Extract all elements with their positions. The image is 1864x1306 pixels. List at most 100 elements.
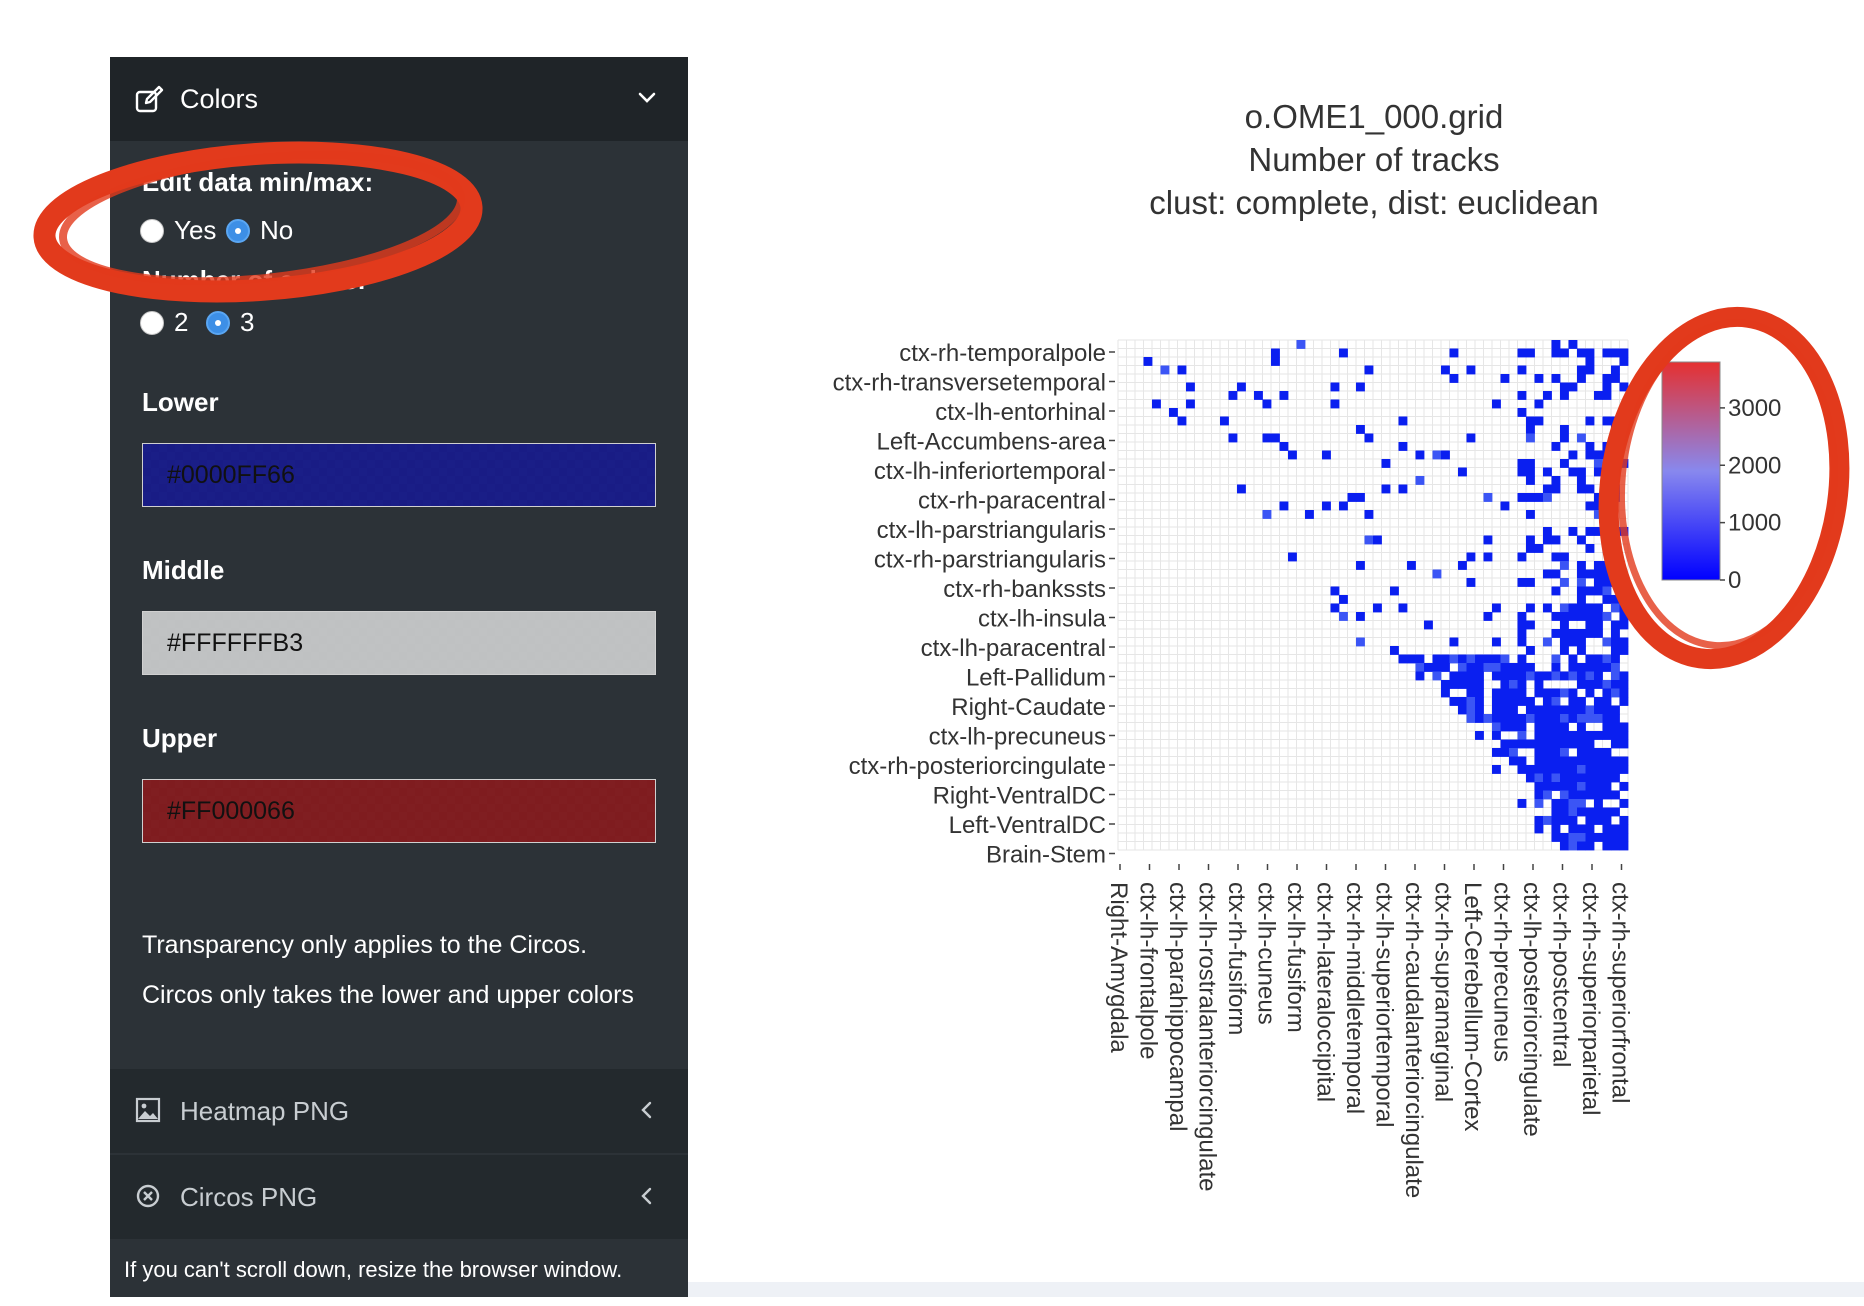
heatmap-cell <box>1543 527 1552 536</box>
heatmap-cell <box>1551 714 1561 723</box>
heatmap-cell <box>1611 365 1620 375</box>
radio-2-label: 2 <box>174 307 189 337</box>
heatmap-cell <box>1356 382 1365 392</box>
heatmap-cell <box>1602 756 1612 766</box>
heatmap-cell <box>1543 603 1552 613</box>
heatmap-cell <box>1619 416 1629 426</box>
middle-color-label: Middle <box>142 555 225 585</box>
x-tick-label: ctx-rh-superiorparietal <box>1577 882 1604 1115</box>
heatmap-cell <box>1551 722 1561 732</box>
circle-x-icon <box>136 1184 160 1208</box>
colorbar: 0 1000 2000 3000 <box>1661 361 1781 594</box>
heatmap-cell <box>1577 595 1586 604</box>
heatmap-cell <box>1517 637 1527 647</box>
heatmap-cell <box>1611 374 1620 383</box>
heatmap-cell <box>1373 535 1382 545</box>
heatmap-cell <box>1594 493 1603 502</box>
heatmap-cell <box>1585 841 1595 851</box>
heatmap-cell <box>1611 348 1620 358</box>
heatmap-cell <box>1611 714 1620 723</box>
heatmap-cell <box>1305 510 1314 519</box>
heatmap-cell <box>1594 782 1603 791</box>
heatmap-cell <box>1594 671 1603 681</box>
heatmap-cell <box>1390 586 1399 596</box>
heatmap-cell <box>1381 484 1391 494</box>
heatmap-cell <box>1441 663 1450 672</box>
heatmap-cell <box>1543 391 1552 400</box>
heatmap-cell <box>1364 535 1374 545</box>
heatmap-cell <box>1577 348 1586 358</box>
main-panel-bottom-edge <box>688 1282 1864 1297</box>
heatmap-cell <box>1475 697 1484 706</box>
heatmap-cell <box>1483 654 1493 664</box>
heatmap-cell <box>1594 799 1603 808</box>
heatmap-cell <box>1220 416 1229 426</box>
heatmap-cell <box>1492 697 1501 706</box>
lower-color-input[interactable]: #0000FF66 <box>142 443 656 507</box>
heatmap-cell <box>1526 425 1535 434</box>
heatmap-cell <box>1526 705 1535 715</box>
heatmap-cell <box>1611 833 1620 842</box>
heatmap-cell <box>1509 714 1518 723</box>
heatmap-cell <box>1492 603 1501 613</box>
heatmap-cell <box>1509 748 1518 757</box>
x-tick-label: ctx-lh-frontalpole <box>1135 882 1162 1059</box>
heatmap-cell <box>1585 442 1595 451</box>
heatmap-cell <box>1483 493 1493 502</box>
heatmap-cell <box>1619 586 1629 596</box>
heatmap-cell <box>1551 739 1561 749</box>
heatmap-cell <box>1611 484 1620 494</box>
heatmap-cell <box>1585 450 1595 460</box>
upper-color-input[interactable]: #FF000066 <box>142 779 656 843</box>
radio-3-colors[interactable] <box>206 311 230 335</box>
heatmap-cell <box>1560 739 1569 749</box>
heatmap-cell <box>1594 680 1603 689</box>
heatmap-cell <box>1560 671 1569 681</box>
heatmap-cell <box>1594 586 1603 596</box>
chevron-down-icon[interactable] <box>636 87 658 109</box>
radio-2-colors[interactable] <box>140 311 164 335</box>
heatmap-cell <box>1483 663 1493 672</box>
heatmap-cell <box>1526 663 1535 672</box>
heatmap-cell <box>1568 833 1578 842</box>
heatmap-cell <box>1551 663 1561 672</box>
heatmap-cell <box>1509 756 1518 766</box>
heatmap-cell <box>1398 484 1408 494</box>
heatmap-cell <box>1186 399 1195 409</box>
heatmap-cell <box>1475 705 1484 715</box>
heatmap-cell <box>1602 722 1612 732</box>
heatmap-cell <box>1602 578 1612 587</box>
heatmap-cell <box>1534 756 1544 766</box>
heatmap-cell <box>1585 544 1595 553</box>
colors-section-header[interactable]: Colors <box>110 57 688 141</box>
heatmap-cell <box>1441 654 1450 664</box>
heatmap-cell <box>1594 527 1603 536</box>
heatmap-cell <box>1611 765 1620 774</box>
heatmap-cell <box>1602 688 1612 698</box>
y-tick-label: ctx-rh-posteriorcingulate <box>849 753 1106 780</box>
heatmap-cell <box>1356 561 1365 570</box>
heatmap-cell <box>1500 663 1510 672</box>
heatmap-cell <box>1585 620 1595 630</box>
circos-png-section[interactable]: Circos PNG <box>110 1155 688 1239</box>
heatmap-cell <box>1602 782 1612 791</box>
heatmap-cell <box>1560 714 1569 723</box>
heatmap-cell <box>1551 484 1561 494</box>
middle-color-input[interactable]: #FFFFFFB3 <box>142 611 656 675</box>
heatmap-cell <box>1568 773 1578 783</box>
heatmap-cell <box>1611 807 1620 817</box>
heatmap-cell <box>1551 765 1561 774</box>
heatmap-cell <box>1619 756 1629 766</box>
chevron-left-icon[interactable] <box>636 1185 658 1207</box>
heatmap-cell <box>1594 459 1603 468</box>
heatmap-cell <box>1577 773 1586 783</box>
heatmap-cell <box>1517 697 1527 706</box>
heatmap-png-section[interactable]: Heatmap PNG <box>110 1069 688 1153</box>
heatmap-cell <box>1526 535 1535 545</box>
heatmap-cell <box>1373 603 1382 613</box>
heatmap-cell <box>1449 374 1459 383</box>
heatmap-cell <box>1534 688 1544 698</box>
heatmap-cell <box>1432 663 1442 672</box>
chevron-left-icon[interactable] <box>636 1099 658 1121</box>
heatmap-cell <box>1441 450 1450 460</box>
